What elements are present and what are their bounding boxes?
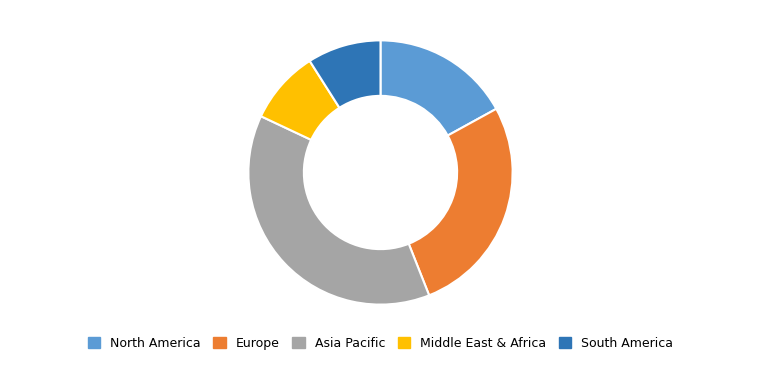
Wedge shape <box>409 109 513 295</box>
Wedge shape <box>261 61 339 140</box>
Wedge shape <box>380 40 496 135</box>
Legend: North America, Europe, Asia Pacific, Middle East & Africa, South America: North America, Europe, Asia Pacific, Mid… <box>84 333 677 353</box>
Wedge shape <box>248 116 429 305</box>
Wedge shape <box>310 40 380 108</box>
